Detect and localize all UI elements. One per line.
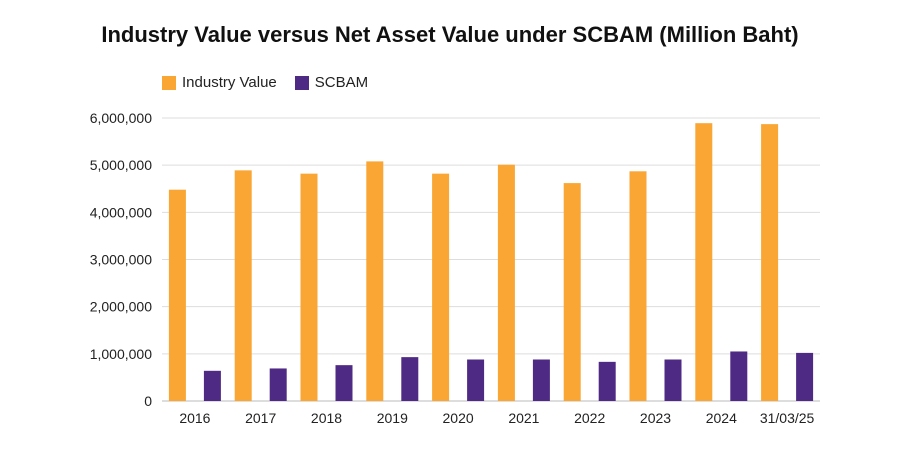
bar-industry-value bbox=[695, 123, 713, 402]
bar-scbam bbox=[598, 361, 616, 401]
y-tick-label: 5,000,000 bbox=[90, 157, 152, 173]
y-tick-label: 3,000,000 bbox=[90, 252, 152, 268]
y-tick-label: 0 bbox=[144, 393, 152, 409]
x-tick-label: 2017 bbox=[245, 410, 276, 426]
bar-scbam bbox=[796, 352, 814, 401]
legend-swatch-scbam bbox=[294, 75, 309, 90]
bar-scbam bbox=[467, 359, 485, 401]
legend-item-scbam: SCBAM bbox=[294, 74, 369, 91]
bar-scbam bbox=[269, 368, 287, 401]
bar-industry-value bbox=[234, 170, 252, 401]
bar-scbam bbox=[532, 359, 550, 401]
y-tick-label: 4,000,000 bbox=[90, 204, 152, 220]
bar-industry-value bbox=[432, 173, 450, 401]
x-tick-label: 2024 bbox=[706, 410, 737, 426]
bar-industry-value bbox=[497, 164, 515, 401]
x-tick-label: 2023 bbox=[640, 410, 671, 426]
x-tick-label: 2022 bbox=[574, 410, 605, 426]
legend-item-industry: Industry Value bbox=[162, 74, 277, 91]
bar-scbam bbox=[730, 351, 748, 401]
bar-scbam bbox=[664, 359, 682, 401]
bar-industry-value bbox=[563, 183, 581, 401]
y-tick-label: 1,000,000 bbox=[90, 346, 152, 362]
bar-industry-value bbox=[761, 124, 779, 402]
x-tick-label: 2016 bbox=[179, 410, 210, 426]
chart-title: Industry Value versus Net Asset Value un… bbox=[101, 22, 799, 47]
bar-industry-value bbox=[366, 161, 384, 401]
y-tick-label: 6,000,000 bbox=[90, 110, 152, 126]
x-tick-label: 2018 bbox=[311, 410, 342, 426]
x-tick-label: 31/03/25 bbox=[760, 410, 815, 426]
y-tick-label: 2,000,000 bbox=[90, 299, 152, 315]
legend-swatch-industry bbox=[162, 75, 176, 90]
bar-industry-value bbox=[168, 189, 186, 401]
bar-scbam bbox=[203, 370, 221, 401]
legend-label-industry: Industry Value bbox=[182, 74, 277, 91]
x-tick-label: 2020 bbox=[443, 410, 474, 426]
x-tick-label: 2021 bbox=[508, 410, 539, 426]
legend-label-scbam: SCBAM bbox=[314, 74, 369, 91]
bar-industry-value bbox=[629, 171, 647, 401]
bar-scbam bbox=[401, 357, 419, 401]
bar-industry-value bbox=[300, 173, 318, 401]
x-tick-label: 2019 bbox=[377, 410, 408, 426]
chart-legend: Industry Value SCBAM bbox=[162, 74, 386, 91]
bar-scbam bbox=[335, 365, 353, 401]
